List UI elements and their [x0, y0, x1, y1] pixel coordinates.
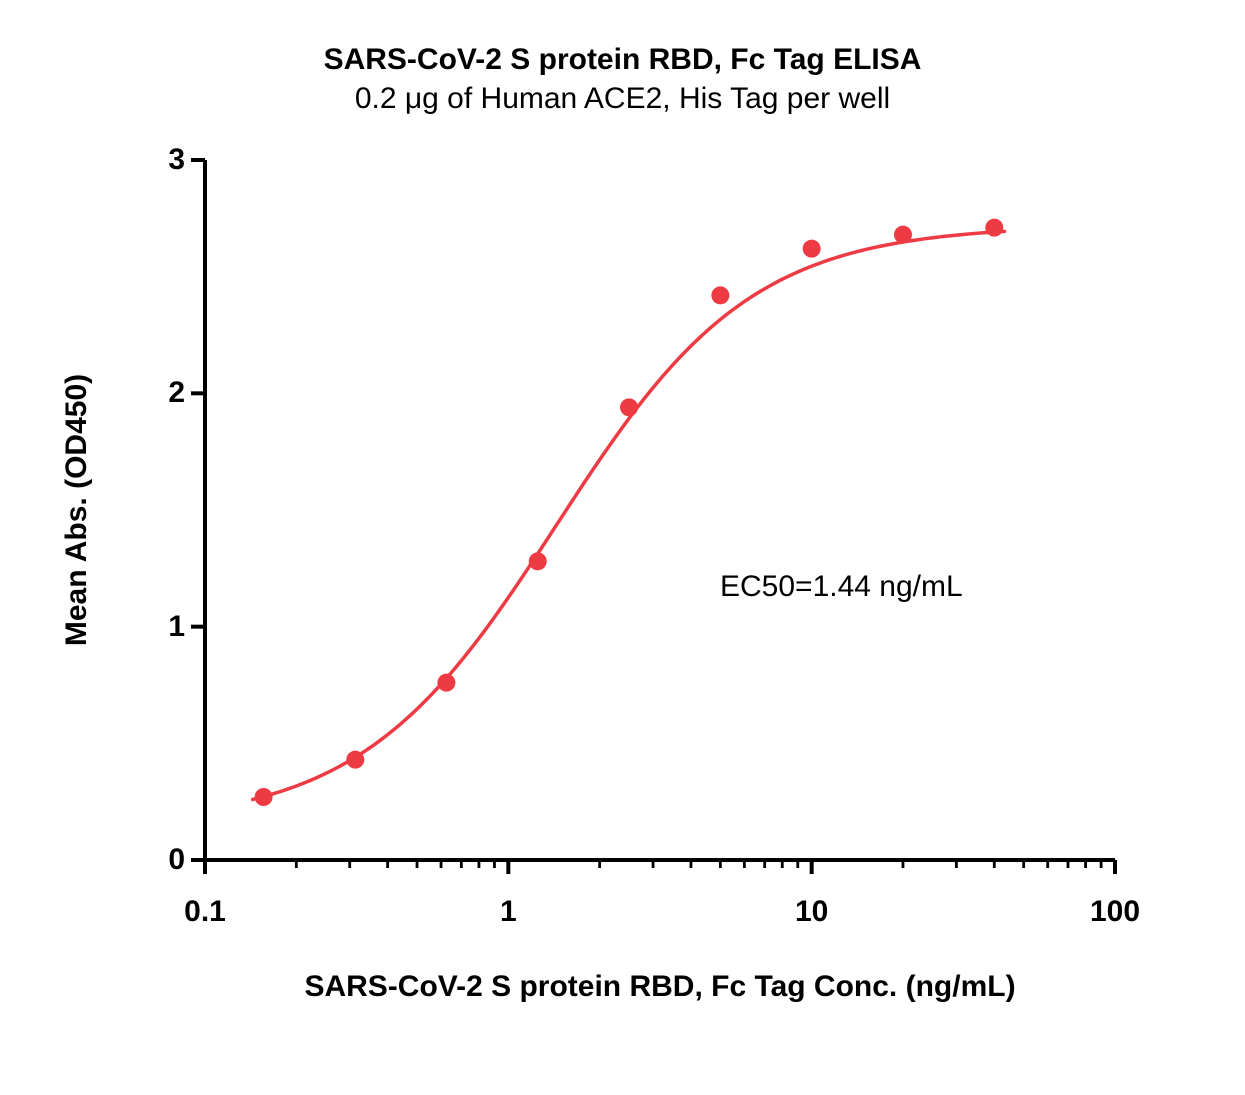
- x-tick-label: 0.1: [184, 895, 226, 929]
- x-tick-label: 1: [500, 895, 517, 929]
- plot-area: [205, 160, 1115, 860]
- y-axis-label: Mean Abs. (OD450): [60, 160, 100, 860]
- y-tick-label: 3: [168, 143, 185, 177]
- y-tick-label: 2: [168, 376, 185, 410]
- x-axis-label: SARS-CoV-2 S protein RBD, Fc Tag Conc. (…: [205, 970, 1115, 1004]
- chart-subtitle: 0.2 μg of Human ACE2, His Tag per well: [0, 79, 1245, 118]
- chart-title-block: SARS-CoV-2 S protein RBD, Fc Tag ELISA 0…: [0, 40, 1245, 118]
- y-tick-label: 0: [168, 843, 185, 877]
- ec50-annotation: EC50=1.44 ng/mL: [720, 570, 963, 604]
- elisa-chart: SARS-CoV-2 S protein RBD, Fc Tag ELISA 0…: [0, 0, 1245, 1095]
- y-tick-label: 1: [168, 610, 185, 644]
- x-tick-label: 100: [1090, 895, 1140, 929]
- x-tick-label: 10: [795, 895, 828, 929]
- chart-title: SARS-CoV-2 S protein RBD, Fc Tag ELISA: [0, 40, 1245, 79]
